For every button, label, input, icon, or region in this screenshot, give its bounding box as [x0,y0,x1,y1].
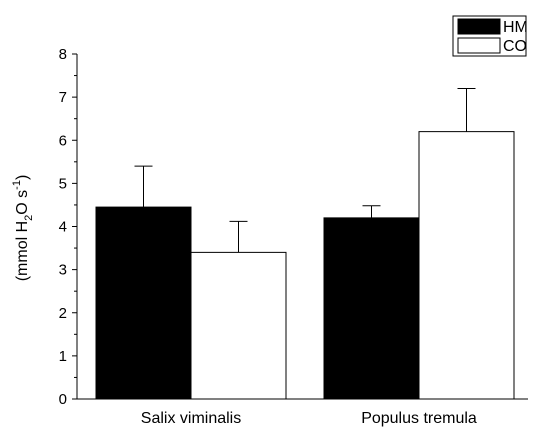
legend-label-hm: HM [503,19,528,36]
y-tick-label: 0 [59,391,67,408]
bar [190,251,287,400]
y-tick-label: 4 [59,219,67,236]
legend-label-co: CO [503,38,527,55]
y-ticks-layer: 0 1 2 3 4 5 6 7 8 [59,46,77,408]
y-axis-label: (mmol H2O s-1) [11,175,35,282]
y-tick-label: 6 [59,132,67,149]
y-tick-label: 5 [59,175,67,192]
y-tick-label: 8 [59,46,67,63]
bar [95,206,192,400]
legend-swatch-hm [457,18,501,35]
x-categories-layer: Salix viminalis Populus tremula [141,410,477,427]
y-tick-label: 2 [59,305,67,322]
bar [418,131,515,400]
bars-layer [95,131,515,400]
bar [323,217,420,400]
x-category-label: Salix viminalis [141,410,241,427]
legend-swatch-co [457,37,501,54]
x-category-label: Populus tremula [361,410,477,427]
y-tick-label: 7 [59,89,67,106]
legend: HM CO [452,15,528,57]
y-tick-label: 3 [59,262,67,279]
y-tick-label: 1 [59,348,67,365]
error-bars-layer [134,88,476,253]
